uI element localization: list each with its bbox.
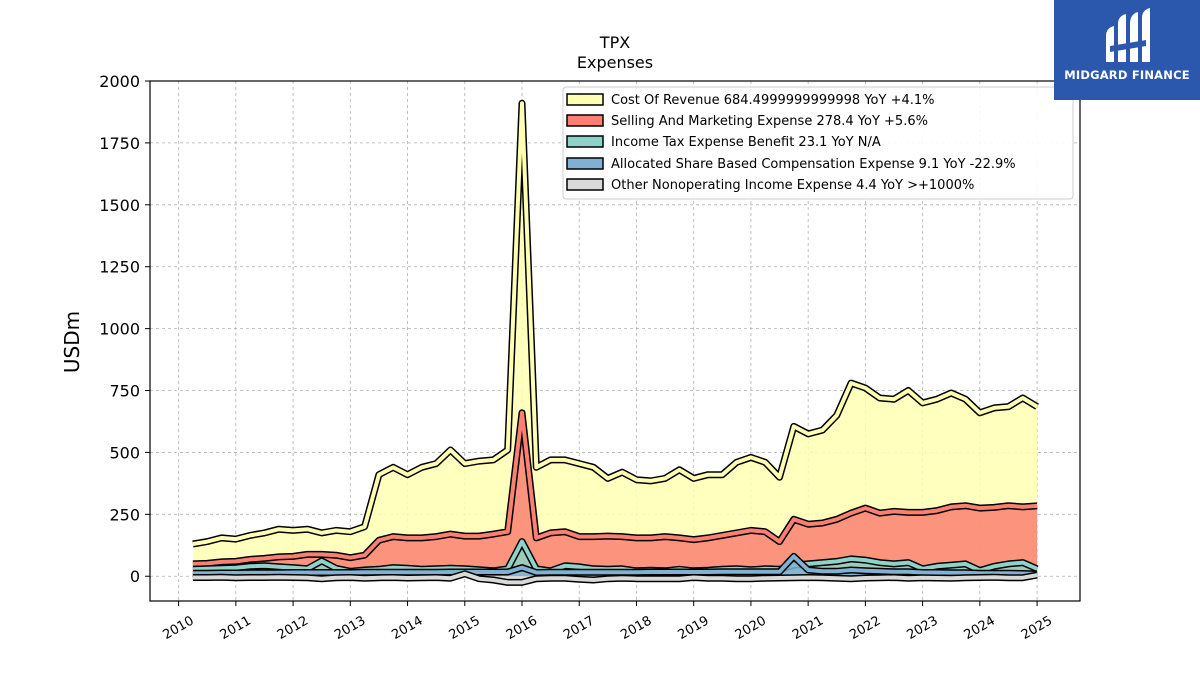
brand-logo: MIDGARD FINANCE xyxy=(1054,0,1200,100)
legend-box xyxy=(562,86,1074,200)
legend-swatch xyxy=(566,135,604,148)
y-axis-label: USDm xyxy=(60,311,84,373)
legend-swatch xyxy=(566,93,604,106)
x-tick-label: 2022 xyxy=(847,613,883,643)
legend-entry: Selling And Marketing Expense 278.4 YoY … xyxy=(566,114,928,129)
chart-title: TPX xyxy=(599,33,630,52)
x-tick-label: 2019 xyxy=(676,613,712,643)
series-layer xyxy=(192,99,1039,586)
y-tick-label: 250 xyxy=(109,505,140,524)
x-tick-label: 2020 xyxy=(733,613,769,643)
x-tick-label: 2015 xyxy=(447,613,483,643)
y-tick-label: 500 xyxy=(109,443,140,462)
legend-swatch xyxy=(566,114,604,127)
y-tick-label: 1500 xyxy=(99,196,140,215)
y-tick-label: 0 xyxy=(130,567,140,586)
y-tick-label: 2000 xyxy=(99,72,140,91)
legend-label: Cost Of Revenue 684.4999999999998 YoY +4… xyxy=(611,93,934,108)
y-tick-label: 1750 xyxy=(99,134,140,153)
legend-entry: Income Tax Expense Benefit 23.1 YoY N/A xyxy=(566,135,881,150)
brand-name: MIDGARD FINANCE xyxy=(1064,68,1190,82)
legend-label: Other Nonoperating Income Expense 4.4 Yo… xyxy=(611,178,974,193)
series-line xyxy=(192,101,1039,546)
y-axis: 0 250 500 750 1000 1250 1500 1750 2000 xyxy=(99,72,150,586)
series-line xyxy=(192,554,1038,576)
x-tick-label: 2016 xyxy=(504,613,540,643)
series-line xyxy=(192,410,1038,566)
x-tick-label: 2010 xyxy=(160,613,196,643)
x-tick-label: 2025 xyxy=(1019,613,1055,643)
series-area xyxy=(192,412,1038,577)
x-tick-label: 2023 xyxy=(904,613,940,643)
legend-label: Selling And Marketing Expense 278.4 YoY … xyxy=(611,114,928,129)
x-tick-label: 2014 xyxy=(389,613,425,643)
x-tick-label: 2021 xyxy=(790,613,826,643)
x-tick-label: 2011 xyxy=(218,613,254,643)
legend-entry: Cost Of Revenue 684.4999999999998 YoY +4… xyxy=(566,93,934,108)
legend: Cost Of Revenue 684.4999999999998 YoY +4… xyxy=(562,86,1074,200)
chart-subtitle: Expenses xyxy=(577,53,653,72)
legend-swatch xyxy=(566,178,604,191)
series-area xyxy=(192,103,1038,577)
series-line xyxy=(192,571,1038,585)
legend-label: Allocated Share Based Compensation Expen… xyxy=(611,157,1016,172)
x-tick-label: 2018 xyxy=(618,613,654,643)
x-axis: 2010 2011 2012 2013 2014 2015 2016 2017 2018 2019… xyxy=(160,601,1055,643)
x-tick-label: 2012 xyxy=(275,613,311,643)
y-tick-label: 1250 xyxy=(99,258,140,277)
y-tick-label: 1000 xyxy=(99,320,140,339)
legend-entry: Other Nonoperating Income Expense 4.4 Yo… xyxy=(566,178,974,193)
x-tick-label: 2017 xyxy=(561,613,597,643)
series-area xyxy=(192,541,1038,577)
logo-mark-icon xyxy=(1106,8,1150,62)
x-tick-label: 2024 xyxy=(962,613,998,643)
y-tick-label: 750 xyxy=(109,382,140,401)
legend-label: Income Tax Expense Benefit 23.1 YoY N/A xyxy=(611,135,881,150)
plot-frame xyxy=(149,80,1081,602)
legend-swatch xyxy=(566,157,604,170)
legend-entry: Allocated Share Based Compensation Expen… xyxy=(566,157,1016,172)
x-tick-label: 2013 xyxy=(332,613,368,643)
